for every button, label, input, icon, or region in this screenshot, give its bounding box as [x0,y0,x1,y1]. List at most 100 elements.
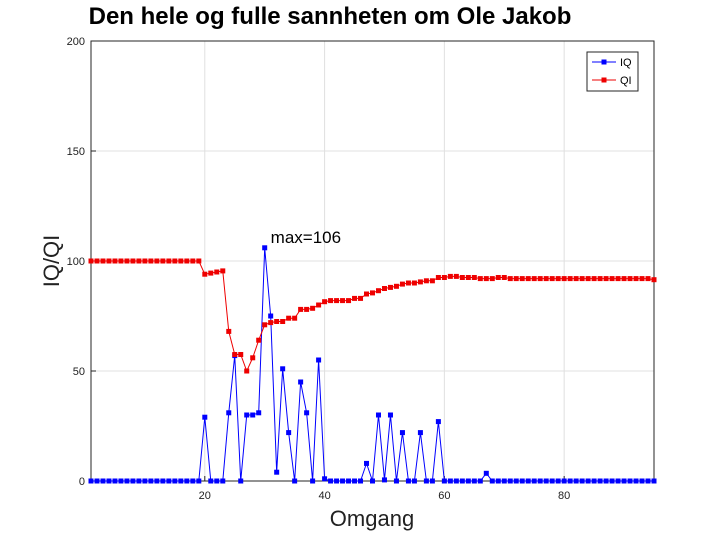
data-point-iq [322,476,328,482]
data-point-qi [322,299,328,305]
data-point-iq [340,478,346,484]
data-point-qi [495,275,501,280]
data-point-iq [154,478,160,484]
data-point-iq [370,478,375,484]
y-tick-label: 50 [73,366,85,378]
data-point-iq [196,478,202,484]
data-point-qi [304,306,310,312]
data-point-qi [381,286,387,291]
series-qi [88,258,657,374]
data-point-qi [184,258,190,264]
data-point-iq [603,478,609,484]
data-point-iq [280,366,286,372]
data-point-iq [477,478,483,484]
y-tick-label: 0 [79,476,85,488]
y-axis-label: IQ/QI [39,235,64,288]
data-point-qi [465,275,471,280]
data-point-qi [94,258,100,264]
data-point-qi [238,352,244,357]
data-point-qi [100,258,106,264]
data-point-iq [375,412,381,418]
data-point-qi [555,276,561,282]
data-point-qi [160,258,166,264]
data-point-iq [489,478,495,484]
data-point-iq [106,478,112,484]
data-point-qi [124,258,130,264]
data-point-qi [298,306,304,312]
legend-box [586,51,639,92]
data-point-qi [609,276,615,282]
data-point-iq [591,478,597,484]
data-point-iq [555,478,561,484]
data-point-qi [411,280,417,286]
data-point-iq [160,478,166,484]
data-point-qi [579,276,585,282]
series-iq [88,245,657,484]
data-point-qi [633,276,639,282]
legend-marker-qi [601,77,607,83]
data-point-qi [136,258,142,264]
x-axis-label: Omgang [330,506,414,531]
data-point-iq [627,478,633,484]
data-point-iq [100,478,106,484]
data-point-iq [561,478,567,484]
data-point-qi [447,273,453,279]
data-point-iq [381,477,387,483]
data-point-qi [172,258,178,264]
data-point-qi [154,258,160,264]
data-point-qi [537,276,543,282]
data-point-iq [423,478,429,484]
data-point-qi [214,269,220,275]
max-annotation: max=106 [271,228,341,247]
data-point-iq [435,419,441,425]
data-point-qi [639,276,645,282]
data-point-iq [112,478,118,484]
data-point-qi [190,258,196,264]
data-point-iq [519,478,525,484]
data-point-qi [423,278,429,284]
data-point-qi [310,305,316,311]
data-point-qi [531,276,537,282]
data-point-iq [441,478,447,484]
data-point-iq [459,478,465,484]
series-line-iq [91,247,654,482]
data-point-iq [495,478,501,484]
x-tick-label: 60 [438,490,450,502]
data-point-iq [316,357,322,363]
data-point-iq [220,478,226,484]
data-point-iq [417,430,423,436]
data-point-qi [256,337,262,343]
data-point-iq [609,478,615,484]
data-point-qi [645,276,651,282]
data-point-iq [393,478,399,484]
data-point-qi [364,291,370,297]
data-point-iq [166,478,172,484]
data-point-iq [543,478,549,484]
data-point-iq [352,478,358,484]
x-axis: 20 40 60 80 [199,476,570,502]
data-point-qi [399,281,405,287]
data-point-iq [208,478,214,484]
x-tick-label: 80 [558,490,570,502]
data-point-iq [549,478,555,484]
data-point-qi [603,276,609,282]
data-point-qi [435,275,441,280]
data-point-qi [597,276,603,282]
data-point-qi [393,283,399,289]
data-point-qi [405,280,411,286]
data-point-qi [196,258,202,264]
data-point-iq [501,478,507,484]
data-point-iq [130,478,136,484]
data-point-qi [477,276,483,282]
data-point-qi [627,276,633,282]
data-point-iq [184,478,190,484]
data-point-qi [226,328,232,334]
data-point-iq [567,478,573,484]
data-point-iq [334,478,340,484]
data-point-qi [489,276,495,282]
data-point-iq [579,478,585,484]
y-tick-label: 100 [67,256,85,268]
data-point-iq [190,478,196,484]
data-point-qi [208,270,214,276]
